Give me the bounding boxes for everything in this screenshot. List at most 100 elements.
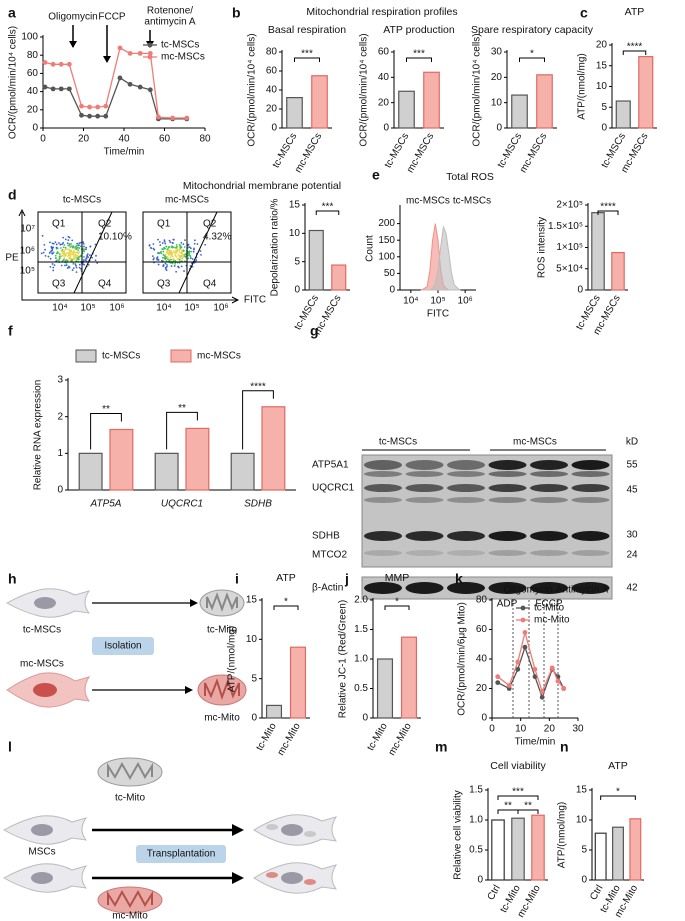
flow-dot xyxy=(72,251,75,254)
annotation: antimycin A xyxy=(144,17,195,28)
flow-dot xyxy=(158,241,161,243)
flow-dot xyxy=(56,259,59,262)
flow-dot xyxy=(69,246,72,248)
flow-dot xyxy=(78,266,81,269)
flow-dot xyxy=(196,243,199,245)
lane-group: tc-MSCs xyxy=(379,437,417,448)
flow-dot xyxy=(162,253,165,256)
flow-dot xyxy=(188,246,191,249)
flow-dot xyxy=(68,254,70,257)
legend-label: tc-Mito xyxy=(534,603,564,614)
flow-dot xyxy=(200,253,202,256)
flow-dot xyxy=(181,251,184,254)
flow-dot xyxy=(179,246,181,248)
flow-dot xyxy=(72,250,75,252)
chart-title: ATP xyxy=(625,6,645,18)
flow-dot xyxy=(75,266,78,269)
flow-dot xyxy=(168,239,171,242)
flow-dot xyxy=(78,242,81,245)
step-box xyxy=(92,637,154,655)
flow-dot xyxy=(85,246,88,249)
mito-label: mc-Mito xyxy=(112,911,148,921)
significance-label: **** xyxy=(250,381,266,392)
mito-label: tc-Mito xyxy=(115,793,145,804)
legend-marker xyxy=(147,42,153,48)
flow-dot xyxy=(166,264,168,266)
flow-dot xyxy=(176,257,179,260)
flow-dot xyxy=(51,242,54,245)
legend-label: mc-MSCs xyxy=(406,196,450,207)
unit: kD xyxy=(626,437,638,448)
flow-dot xyxy=(58,253,61,256)
blot-band xyxy=(364,460,402,470)
flow-dot xyxy=(162,250,165,253)
y-tick-label: 20 xyxy=(491,72,503,83)
flow-dot xyxy=(164,253,167,256)
quadrant-label: Q2 xyxy=(203,219,217,230)
flow-dot xyxy=(58,255,61,258)
flow-dot xyxy=(43,243,46,246)
flow-dot xyxy=(178,243,181,246)
flow-dot xyxy=(76,251,78,254)
y-tick-label: 0 xyxy=(383,123,389,134)
bar xyxy=(423,71,440,129)
y-tick-label: 2 xyxy=(57,411,63,422)
tick-label: 10⁷ xyxy=(20,224,35,235)
flow-dot xyxy=(182,243,185,246)
y-tick-label: 80 xyxy=(266,47,278,58)
flow-dot xyxy=(64,254,67,257)
axis-arrow xyxy=(18,208,240,304)
flow-dot xyxy=(71,259,73,262)
annotation: ADP xyxy=(497,599,518,610)
flow-dot xyxy=(172,238,175,241)
point xyxy=(79,103,84,109)
point xyxy=(539,689,545,694)
panel-heading: Mitochondrial membrane potential xyxy=(183,180,341,192)
point xyxy=(127,50,133,56)
y-axis-label: OCR/(pmol/min/10⁴ cells) xyxy=(359,33,370,146)
point xyxy=(42,60,48,65)
flow-dot xyxy=(181,255,183,258)
x-tick-label: 30 xyxy=(572,724,584,735)
flow-dot xyxy=(193,248,195,251)
y-tick-label: 20 xyxy=(266,104,278,115)
tick-label: 10⁶ xyxy=(109,303,124,314)
y-tick-label: 0 xyxy=(601,123,607,134)
blot-band xyxy=(447,531,485,541)
flow-dot xyxy=(94,243,97,246)
legend-marker xyxy=(520,617,526,623)
y-tick-label: 10 xyxy=(576,815,588,826)
bar xyxy=(154,452,179,491)
gate xyxy=(73,211,113,294)
y-axis-label: ROS intensity xyxy=(537,217,548,278)
flow-dot xyxy=(72,262,75,265)
annotation: Antimycin A xyxy=(556,585,609,596)
flow-dot xyxy=(41,234,44,237)
quadrant-label: Q1 xyxy=(157,219,171,230)
flow-dot xyxy=(168,245,171,248)
y-tick-label: 0 xyxy=(577,285,583,296)
flow-dot xyxy=(68,248,71,251)
flow-dot xyxy=(67,235,70,238)
significance-label: **** xyxy=(627,42,643,53)
significance-bracket xyxy=(519,57,545,62)
legend-label: tc-MSCs xyxy=(102,351,140,362)
blot-band xyxy=(530,550,568,556)
y-tick-label: 0.5 xyxy=(469,845,483,856)
flow-dot xyxy=(172,250,175,252)
blot-band xyxy=(405,484,444,492)
flow-dot xyxy=(74,253,77,256)
bar xyxy=(612,826,624,881)
bar xyxy=(638,56,654,129)
flow-dot xyxy=(193,239,196,242)
blot-band xyxy=(488,531,527,541)
y-tick-label: 40 xyxy=(266,85,278,96)
significance-label: ** xyxy=(102,404,110,415)
point xyxy=(555,678,561,684)
y-axis-label: OCR/(pmol/min/10⁴ cells) xyxy=(8,26,19,139)
flow-dot xyxy=(189,257,192,259)
bar xyxy=(400,636,418,719)
flow-dot xyxy=(52,246,55,249)
bar xyxy=(311,75,328,129)
flow-dot xyxy=(161,256,164,259)
